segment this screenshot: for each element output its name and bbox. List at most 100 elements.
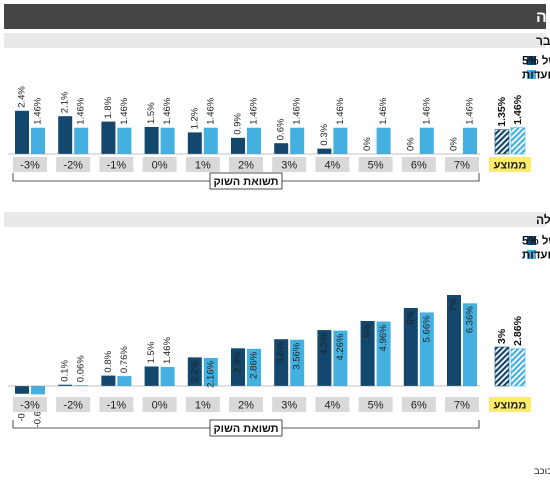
chart1-value-label-s0-7: 0.3% [319,123,330,145]
chart2-average-box [489,397,531,412]
chart2-bar-s0-2 [101,375,116,386]
chart1-category-box-5 [229,157,263,172]
chart1-value-label-s1-4: 1.46% [205,97,216,124]
chart1-category-box-4 [185,157,220,172]
chart2-value-label-s1-8: 4.96% [378,324,389,351]
chart1-value-label-s1-7: 1.46% [335,97,346,124]
chart2-bar-s1-3 [160,367,175,386]
chart1-average-label: ממוצע [494,160,527,172]
chart2-value-label-s0-7: 4.3% [319,333,330,355]
chart2-average-bar-s0 [494,346,510,387]
chart1-average-bar-s0 [494,129,510,155]
chart2-bar-s1-4 [203,357,218,386]
chart2-legend-dark: תשואת התיק עם ביטוח תשואה של 5% [522,235,550,248]
chart2-legend-light: תשואת התיק עם 30% אג"ח מיועדות [522,250,550,262]
chart1-category-box-3 [142,157,177,172]
chart1-bar-s0-0 [15,110,29,154]
chart1-category-box-1 [56,157,91,172]
chart1-value-label-s1-6: 1.46% [292,97,303,124]
chart1-value-label-s0-5: 0.9% [233,113,244,135]
chart2-category-label-1: -2% [63,400,83,412]
chart1-bar-s1-7 [333,127,348,154]
chart1-bar-s1-9 [419,127,434,154]
chart1-category-box-2 [99,157,134,172]
chart1-category-label-2: -1% [107,160,127,172]
chart1-category-label-8: 5% [368,160,384,172]
chart2-value-label-s0-6: 3.6% [276,342,287,364]
chart2-legend-swatch-dark [527,236,536,245]
chart2-category-label-6: 3% [281,400,297,412]
chart1-category-box-0 [13,157,47,172]
chart2-value-label-s0-9: 6% [405,310,416,324]
chart2-category-label-7: 4% [324,400,340,412]
chart1-category-label-6: 3% [281,160,297,172]
chart2-value-label-s1-1: 0.06% [76,355,87,382]
chart2-value-label-s1-5: 2.86% [249,351,260,378]
chart1-bracket-label: תשואת השוק [213,176,278,188]
chart1-category-label-10: 7% [454,160,470,172]
chart2-value-label-s1-6: 3.56% [292,342,303,369]
chart1-value-label-s0-6: 0.6% [276,118,287,140]
chart2-value-label-s1-0: -0.64% [33,397,44,428]
chart2-bar-s1-7 [333,330,348,386]
chart1-category-label-0: -3% [20,160,40,172]
chart2-category-box-4 [185,397,220,412]
chart2-bar-s0-0 [15,386,29,394]
chart1-bar-s0-7 [317,148,332,154]
chart1-category-label-4: 1% [195,160,211,172]
chart2-value-label-s1-4: 2.16% [205,360,216,387]
chart2-value-label-s1-3: 1.46% [162,337,173,364]
chart1-category-box-7 [315,157,350,172]
chart1-bar-s1-3 [160,127,175,154]
chart2-category-label-0: -3% [20,400,40,412]
chart2-category-box-1 [56,397,91,412]
chart2-bar-s0-5 [231,348,245,386]
chart2-bar-s0-4 [187,357,202,386]
chart2-category-label-8: 5% [368,400,384,412]
chart1-category-box-8 [358,157,393,172]
chart2-average-label: ממוצע [494,400,527,412]
chart1-category-label-9: 6% [411,160,427,172]
chart2-average-value-s1: 2.86% [512,315,524,345]
chart2-plot: -0.6%-0.64%-3%0.1%0.06%-2%0.8%0.76%-1%1.… [8,295,531,437]
chart2-bar-s0-3 [144,366,159,386]
chart2-category-label-9: 6% [411,400,427,412]
chart1-bar-s1-8 [376,127,391,154]
chart1-bar-s1-1 [74,127,89,154]
chart1-bar-s0-4 [187,132,202,154]
chart1-bar-s1-4 [203,127,218,154]
chart2-bar-s0-8 [360,321,375,386]
chart1-legend-light: עלות למדינה בגין 30% אג"ח מיועדות [522,69,550,82]
chart1-value-label-s0-0: 2.4% [17,86,28,108]
source-note: מקור: עיבוד גלובס לנתונים ממחקר של פרופ'… [534,465,550,477]
chart2-bar-s0-10 [447,295,461,386]
chart2-legend-swatch-light [527,250,536,259]
chart1-title: המדינה תחסוך מיליארדים בשנה, אלא אם יהיה… [536,34,550,48]
chart1-category-box-6 [272,157,307,172]
chart2-value-label-s0-4: 2.2% [189,360,200,382]
chart2-bar-s1-2 [117,376,132,386]
chart2-value-label-s0-3: 1.5% [146,341,157,363]
chart2-bar-s0-1 [58,384,73,386]
chart2-category-box-9 [401,397,436,412]
chart2-bar-s1-10 [463,303,477,386]
chart1-bar-s1-6 [290,127,305,154]
chart1-value-label-s0-1: 2.1% [60,91,71,113]
chart1-category-label-7: 4% [324,160,340,172]
chart1-legend-dark: עלות למדינה בגין תשואה מובטחת של 5% [522,55,550,68]
page-title: כך צפויה התשואה המובטחת להשפיע על החוסכי… [536,8,550,26]
chart1-average-bar-s1 [510,127,526,155]
chart1-value-label-s0-2: 1.8% [103,96,114,118]
chart2-bar-s1-5 [247,348,261,386]
chart2-value-label-s0-2: 0.8% [103,350,114,372]
chart1-value-label-s0-4: 1.2% [189,107,200,129]
chart1-bar-s0-3 [144,127,159,154]
chart2-category-label-5: 2% [238,400,254,412]
chart1-value-label-s1-9: 1.46% [421,97,432,124]
chart1-value-label-s1-10: 1.46% [465,97,476,124]
chart2-average-bar-s1 [510,348,526,387]
chart2-value-label-s1-7: 4.26% [335,333,346,360]
chart1-average-value-s0: 1.35% [496,96,508,126]
title-bar [4,4,546,29]
chart2-category-box-10 [445,397,479,412]
